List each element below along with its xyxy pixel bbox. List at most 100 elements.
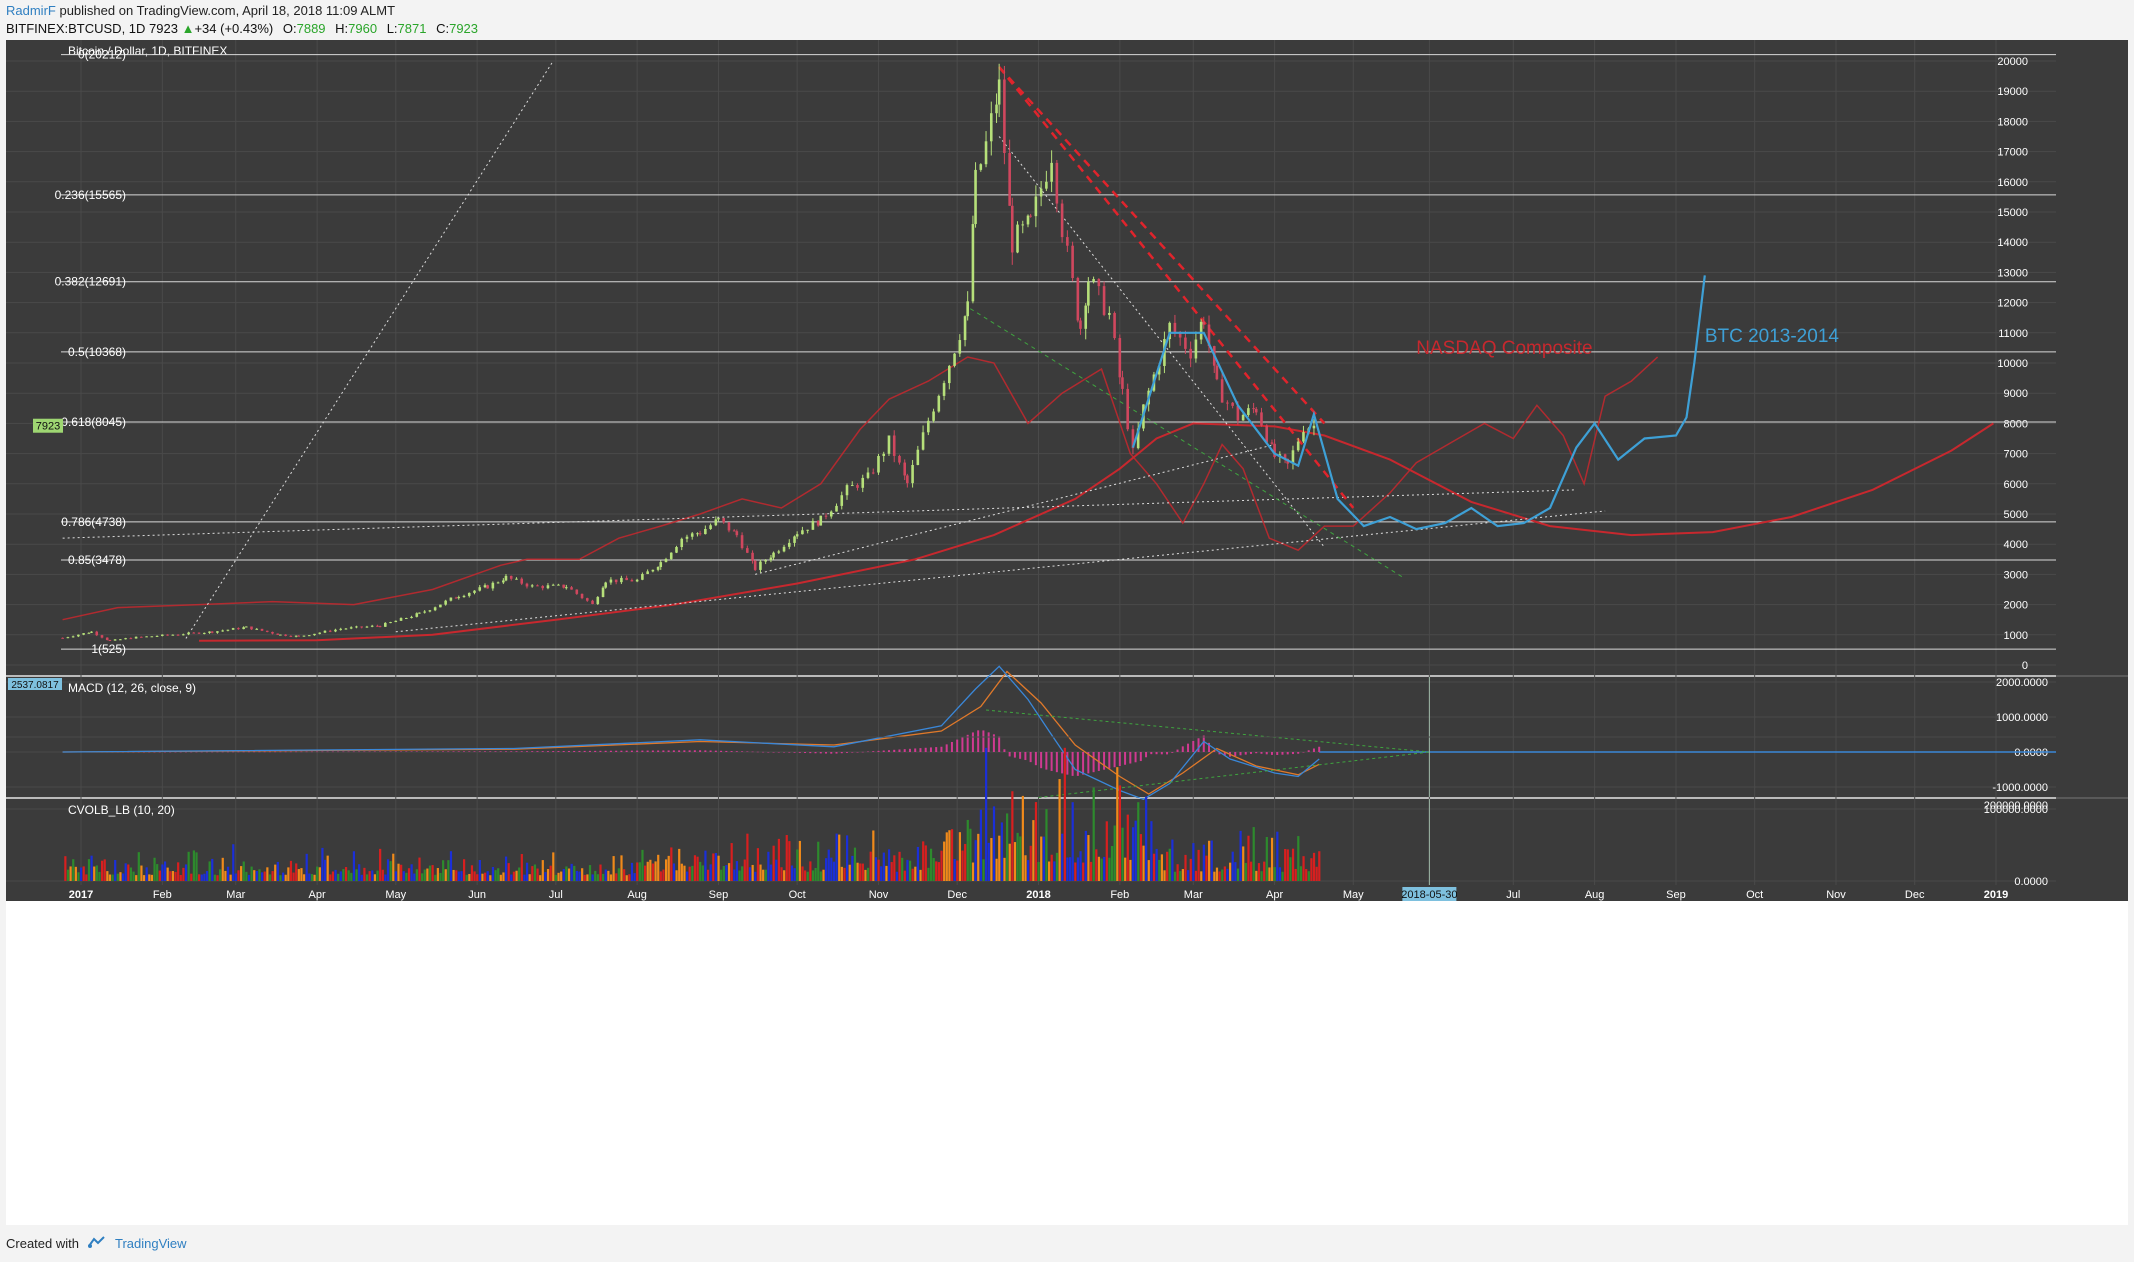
macd-hist-bar xyxy=(436,751,439,752)
candle-body xyxy=(360,626,363,628)
time-tick-label: Feb xyxy=(153,889,172,901)
price-axis-bg xyxy=(2056,40,2128,900)
macd-hist-bar xyxy=(274,751,277,753)
volume-bar xyxy=(465,874,468,881)
candle-body xyxy=(979,164,983,170)
candle-body xyxy=(176,634,180,636)
macd-hist-bar xyxy=(1312,748,1315,752)
tradingview-logo-icon[interactable] xyxy=(87,1236,107,1251)
tradingview-link[interactable]: TradingView xyxy=(114,1236,187,1251)
candle-body xyxy=(793,536,796,543)
volume-bar xyxy=(1181,869,1184,881)
macd-hist-bar xyxy=(609,750,612,752)
volume-bar xyxy=(738,870,741,881)
volume-bar xyxy=(216,875,219,881)
volume-bar xyxy=(1084,830,1087,881)
candle-body xyxy=(355,626,358,628)
volume-bar xyxy=(557,872,560,881)
volume-bar xyxy=(1166,851,1169,881)
candle-body xyxy=(714,519,718,526)
volume-bar xyxy=(234,873,237,881)
macd-hist-bar xyxy=(1286,752,1289,755)
volume-bar xyxy=(476,874,479,881)
candle-body xyxy=(1265,425,1269,443)
volume-bar xyxy=(368,871,371,881)
fib-level-label: 0.85(3478) xyxy=(68,553,126,567)
volume-bar xyxy=(331,871,335,881)
chart-area[interactable]: 2017 Feb Mar Apr May Jun Jul Aug Sep Oct Nov Dec 201… xyxy=(6,40,2128,1225)
volume-bar xyxy=(158,870,161,881)
candle-body xyxy=(669,552,673,559)
volume-bar xyxy=(735,861,739,881)
volume-bar xyxy=(759,864,762,881)
macd-hist-bar xyxy=(1255,752,1258,754)
volume-bar xyxy=(846,835,849,881)
candle-body xyxy=(71,636,75,638)
macd-hist-bar xyxy=(268,751,271,753)
volume-bar xyxy=(730,843,733,881)
macd-hist-bar xyxy=(557,751,560,752)
volume-bar xyxy=(342,869,345,881)
volume-bar xyxy=(266,867,269,881)
volume-bar xyxy=(1147,860,1150,881)
volume-bar xyxy=(347,870,350,881)
chart-svg[interactable]: 2017 Feb Mar Apr May Jun Jul Aug Sep Oct Nov Dec 201… xyxy=(6,40,2128,1225)
volume-bar xyxy=(1197,849,1200,881)
volume-bar xyxy=(1150,821,1153,881)
macd-hist-bar xyxy=(987,732,990,752)
volume-bar xyxy=(581,868,584,881)
volume-bar xyxy=(1019,836,1022,881)
volume-bar xyxy=(688,866,691,881)
macd-tick-label: 2000.0000 xyxy=(1996,677,2048,689)
candle-body xyxy=(1016,224,1019,253)
volume-bar xyxy=(567,868,571,881)
volume-bar xyxy=(788,841,791,881)
candle-body xyxy=(365,626,369,628)
volume-bar xyxy=(987,842,990,881)
macd-hist-bar xyxy=(552,751,555,752)
volume-bar xyxy=(793,868,796,881)
candle-body xyxy=(483,585,487,588)
volume-bar xyxy=(413,873,416,881)
volume-bar xyxy=(226,866,230,881)
volume-bar xyxy=(397,863,400,881)
volume-bar xyxy=(764,869,767,881)
price-tick-label: 13000 xyxy=(1997,267,2028,279)
volume-bar xyxy=(869,851,872,881)
volume-bar xyxy=(337,873,340,881)
volume-bar xyxy=(1223,866,1226,881)
volume-bar xyxy=(651,863,655,881)
volume-bar xyxy=(232,844,235,881)
volume-bar xyxy=(712,853,715,881)
annotation-btc-fractal: BTC 2013-2014 xyxy=(1705,326,1840,347)
time-axis-bg xyxy=(6,885,2128,901)
volume-bar xyxy=(292,872,295,881)
volume-bar xyxy=(596,874,599,881)
macd-hist-bar xyxy=(316,751,319,753)
macd-hist-bar xyxy=(651,750,654,752)
volume-bar xyxy=(1050,854,1053,881)
volume-bar xyxy=(1108,857,1111,881)
volume-bar xyxy=(502,872,505,881)
volume-bar xyxy=(1024,855,1027,881)
volume-bar xyxy=(468,873,471,881)
time-tick-label: Jun xyxy=(468,889,486,901)
created-with-text: Created with xyxy=(6,1236,79,1251)
candle-body xyxy=(882,453,886,456)
macd-hist-bar xyxy=(562,751,565,752)
volume-bar xyxy=(1131,827,1135,881)
macd-hist-bar xyxy=(688,750,691,752)
volume-bar xyxy=(1158,859,1161,881)
volume-bar xyxy=(1268,867,1271,881)
volume-bar xyxy=(804,870,807,881)
macd-hist-bar xyxy=(714,750,717,752)
volume-bar xyxy=(418,857,421,881)
macd-hist-bar xyxy=(893,749,896,752)
candle-body xyxy=(1055,162,1059,204)
volume-bar xyxy=(1037,861,1040,881)
volume-bar xyxy=(562,868,565,881)
author-link[interactable]: RadmirF xyxy=(6,3,56,18)
macd-hist-bar xyxy=(1124,752,1127,765)
candle-body xyxy=(1131,429,1135,449)
macd-hist-bar xyxy=(279,751,282,753)
